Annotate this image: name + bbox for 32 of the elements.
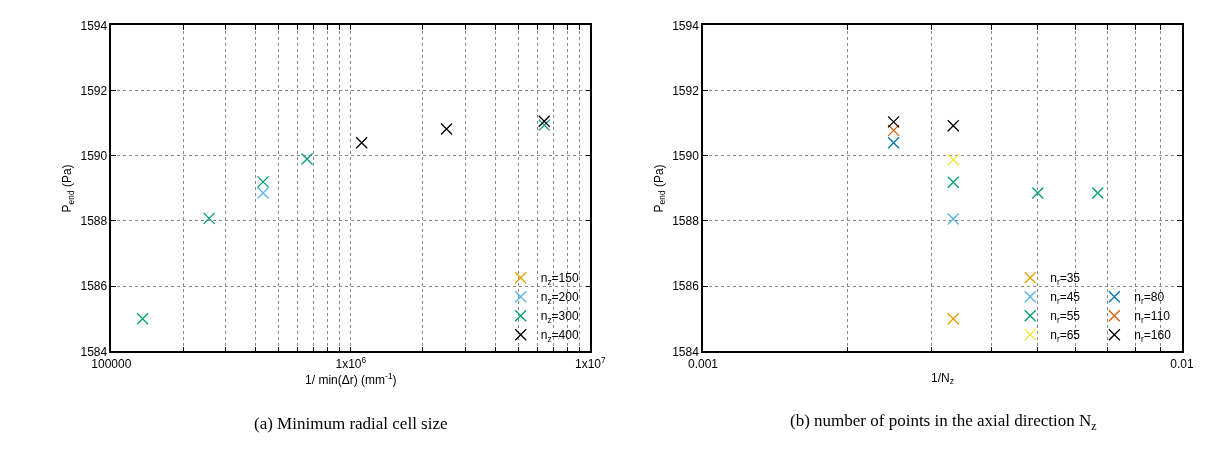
legend-label: n$_{z}$=150 [540,271,579,288]
y-tick-label: 1584 [80,344,108,359]
y-tick-label: 1594 [80,18,108,33]
text: (b) number of points in the axial direction N$_{z}$ [790,411,1097,433]
legend-label: n$_{z}$=200 [540,290,579,307]
legend-label: n$_{r}$=65 [1050,328,1081,345]
y-tick-label: 1592 [80,83,108,98]
y-tick-label: 1588 [80,214,108,229]
legend-label: n$_{r}$=80 [1134,290,1165,307]
y-tick-label: 1592 [672,83,700,98]
x-tick-label: 1x10$^{6}$ [335,354,367,371]
x-tick-label: 100000 [91,356,132,371]
y-tick-label: 1588 [672,214,700,229]
x-tick-label: 0.01 [1170,356,1195,371]
x-tick-label: 1x10$^{7}$ [574,354,606,371]
x-axis-title: 1/N$_{z}$ [931,370,954,387]
legend-label: n$_{r}$=110 [1134,309,1171,326]
legend-label: n$_{r}$=160 [1134,328,1172,345]
y-tick-label: 1594 [672,18,700,33]
legend-label: n$_{r}$=35 [1050,271,1081,288]
y-tick-label: 1584 [672,344,700,359]
x-axis-title: 1/ min(Δr) (mm$^{-1}$) [305,370,397,387]
x-tick-label: 0.001 [688,356,719,371]
y-tick-label: 1590 [672,148,700,163]
text: (a) Minimum radial cell size [254,414,448,433]
legend-label: n$_{z}$=300 [540,309,579,326]
y-tick-label: 1590 [80,148,108,163]
legend-label: n$_{z}$=400 [540,328,579,345]
y-tick-label: 1586 [80,279,108,294]
legend-label: n$_{r}$=45 [1050,290,1081,307]
legend-label: n$_{r}$=55 [1050,309,1081,326]
y-tick-label: 1586 [672,279,700,294]
